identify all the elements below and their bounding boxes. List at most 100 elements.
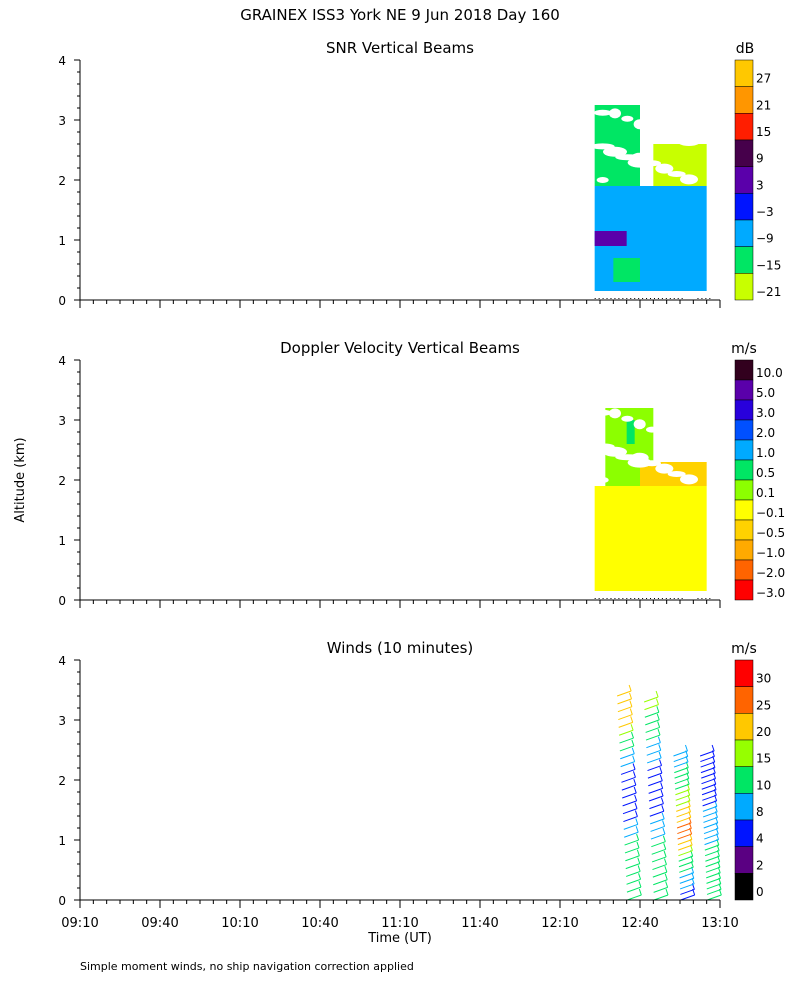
panel-title: Winds (10 minutes) <box>327 639 474 657</box>
y-tick-label: 0 <box>58 894 66 908</box>
wind-barb-flag <box>631 747 635 754</box>
colorbar-label: 2 <box>756 858 764 872</box>
colorbar-swatch <box>734 793 754 821</box>
wind-barb <box>646 742 661 749</box>
colorbar-label: −1.0 <box>756 546 785 560</box>
sample-marker <box>701 598 703 599</box>
wind-barb-flag <box>711 744 715 752</box>
x-tick-label: 11:10 <box>381 916 418 931</box>
data-region <box>626 420 635 444</box>
colorbar-unit: m/s <box>731 341 757 357</box>
wind-barb <box>700 761 715 768</box>
data-gap <box>633 119 646 130</box>
axes: 0 1 2 3 4 <box>58 354 721 608</box>
data-gap <box>621 415 634 422</box>
wind-barb <box>674 778 690 785</box>
sample-marker <box>642 598 644 599</box>
wind-barb <box>646 757 662 764</box>
colorbar-swatch <box>734 659 754 687</box>
wind-barb <box>706 877 721 884</box>
wind-barb-flag <box>657 721 661 728</box>
sample-marker <box>602 598 604 599</box>
wind-barb <box>702 800 717 807</box>
wind-barb <box>703 811 718 818</box>
wind-barb <box>673 756 688 763</box>
sample-marker <box>657 598 659 599</box>
x-tick-label: 13:10 <box>701 916 738 931</box>
colorbar-swatch <box>734 766 754 794</box>
sample-marker <box>705 598 707 599</box>
wind-barb-flag <box>660 789 664 797</box>
figure-title: GRAINEX ISS3 York NE 9 Jun 2018 Day 160 <box>240 6 560 24</box>
wind-barb <box>706 872 721 879</box>
wind-barb <box>649 810 664 817</box>
wind-barb <box>652 864 667 871</box>
wind-barb <box>700 767 716 774</box>
wind-barb <box>627 894 642 901</box>
wind-barb <box>618 721 633 728</box>
data-gap <box>646 126 658 133</box>
colorbar-swatch <box>734 419 754 441</box>
wind-barb-flag <box>630 716 634 723</box>
sample-marker <box>661 298 663 299</box>
wind-barb-flag <box>638 888 642 896</box>
wind-barb <box>678 855 693 862</box>
wind-barb <box>649 803 664 810</box>
sample-marker <box>657 298 659 299</box>
colorbar-label: 10.0 <box>756 366 783 380</box>
wind-barb <box>675 789 690 796</box>
wind-barb <box>676 811 691 818</box>
colorbar-label: −3.0 <box>756 586 785 600</box>
data-gap <box>621 115 634 122</box>
wind-barb <box>624 847 640 854</box>
wind-barb <box>677 833 692 840</box>
wind-barb <box>643 696 659 703</box>
sample-marker <box>677 598 679 599</box>
wind-barb-flag <box>633 778 637 786</box>
wind-barb <box>699 750 715 757</box>
wind-barb <box>648 795 664 802</box>
x-tick-label: 10:10 <box>221 916 258 931</box>
sample-marker <box>626 598 628 599</box>
sample-marker <box>701 298 703 299</box>
colorbar-label: −9 <box>756 232 774 246</box>
colorbar-label: 5.0 <box>756 386 775 400</box>
wind-barb-flag <box>664 865 668 873</box>
sample-marker <box>634 298 636 299</box>
wind-barb <box>701 772 716 779</box>
y-tick-label: 3 <box>58 714 66 728</box>
wind-barb-flag <box>629 708 633 715</box>
y-axis-label: Altitude (km) <box>13 437 28 522</box>
sample-marker <box>705 298 707 299</box>
wind-barb <box>703 828 719 835</box>
sample-marker <box>630 598 632 599</box>
wind-barb <box>626 886 642 893</box>
sample-marker <box>673 298 675 299</box>
data-gap <box>609 408 621 419</box>
wind-barb <box>617 698 632 705</box>
wind-barb <box>645 719 660 726</box>
wind-barb-flag <box>632 755 636 762</box>
wind-barb <box>704 850 720 857</box>
colorbar-unit: dB <box>736 41 755 57</box>
wind-barb-flag <box>658 751 662 759</box>
y-tick-label: 1 <box>58 534 66 548</box>
wind-barb <box>705 855 720 862</box>
wind-barb <box>678 861 694 868</box>
wind-barb <box>644 704 659 711</box>
axes: 0 1 2 3 4 09:10 09:40 10:10 10:40 11:10 11:40 12:10… <box>58 654 738 931</box>
data-gap <box>609 108 621 119</box>
wind-barb <box>648 780 663 787</box>
colorbar: 27 21 15 9 3 −3 −9 −15 −21 <box>734 59 781 301</box>
colorbar-swatch <box>734 113 754 141</box>
wind-barb <box>644 711 660 718</box>
sample-marker <box>602 298 604 299</box>
wind-barb <box>675 794 690 801</box>
colorbar-label: 4 <box>756 832 764 846</box>
wind-barb-flag <box>632 763 636 770</box>
wind-barb <box>646 749 661 756</box>
colorbar-swatch <box>734 499 754 521</box>
wind-barb <box>673 750 688 757</box>
